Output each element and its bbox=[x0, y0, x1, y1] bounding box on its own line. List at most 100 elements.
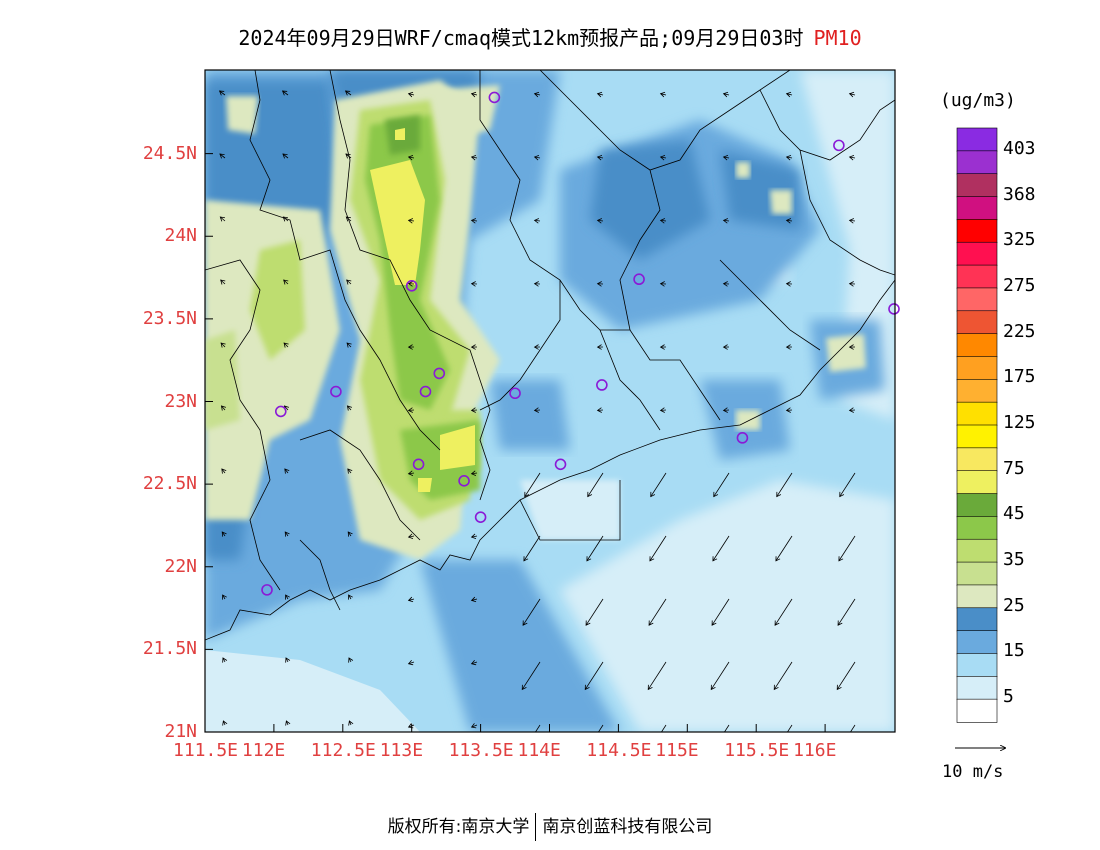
legend-label: 35 bbox=[1003, 549, 1025, 571]
wind-arrow bbox=[848, 281, 856, 287]
wind-arrow bbox=[534, 724, 541, 732]
wind-arrow bbox=[282, 153, 289, 159]
wind-arrow bbox=[222, 720, 228, 726]
legend-label: 15 bbox=[1003, 640, 1025, 662]
wind-arrow bbox=[281, 90, 289, 96]
wind-arrow bbox=[285, 594, 290, 600]
legend-unit: (ug/m3) bbox=[940, 90, 1016, 111]
wind-arrow bbox=[722, 344, 730, 350]
station-marker bbox=[433, 367, 446, 380]
wind-arrow bbox=[837, 598, 856, 626]
legend-label: 25 bbox=[1003, 594, 1025, 616]
wind-arrow bbox=[838, 535, 856, 562]
wind-arrow bbox=[659, 344, 667, 350]
wind-arrow bbox=[407, 533, 415, 540]
wind-arrow bbox=[596, 218, 604, 224]
wind-arrow bbox=[849, 724, 856, 732]
wind-arrow bbox=[711, 598, 730, 626]
wind-arrow bbox=[470, 407, 478, 413]
wind-arrow bbox=[785, 281, 793, 287]
station-marker bbox=[596, 379, 608, 391]
wind-arrow bbox=[407, 470, 415, 476]
color-bar-swatch bbox=[956, 379, 998, 403]
legend-label: 125 bbox=[1003, 412, 1036, 433]
wind-arrow bbox=[222, 594, 227, 600]
station-marker bbox=[474, 511, 487, 523]
wind-arrow bbox=[650, 472, 667, 498]
wind-arrow bbox=[346, 279, 352, 285]
wind-arrow bbox=[407, 281, 415, 287]
color-bar-swatch bbox=[956, 333, 998, 358]
wind-arrow bbox=[533, 344, 541, 350]
color-bar-swatch bbox=[956, 516, 998, 541]
legend-label: 368 bbox=[1003, 183, 1036, 205]
color-bar-swatch bbox=[956, 356, 998, 381]
wind-arrow bbox=[285, 657, 291, 663]
wind-arrow bbox=[848, 218, 856, 224]
wind-arrow bbox=[524, 472, 541, 498]
wind-arrow bbox=[347, 531, 353, 537]
color-bar-swatch bbox=[956, 561, 998, 586]
color-bar-swatch bbox=[956, 630, 998, 655]
wind-arrow bbox=[659, 281, 667, 287]
y-tick-label: 22.5N bbox=[142, 473, 197, 495]
wind-arrow bbox=[346, 342, 352, 348]
wind-arrow bbox=[533, 91, 541, 98]
wind-arrow bbox=[407, 91, 415, 98]
wind-arrow bbox=[648, 598, 667, 626]
wind-arrow bbox=[596, 281, 604, 287]
wind-arrow bbox=[848, 407, 856, 413]
wind-arrow bbox=[407, 155, 415, 161]
wind-arrow bbox=[285, 720, 291, 726]
concentration-field bbox=[205, 70, 895, 732]
wind-arrow bbox=[584, 661, 604, 691]
wind-arrow bbox=[220, 342, 226, 348]
wind-arrow bbox=[220, 279, 226, 285]
wind-arrow bbox=[713, 472, 730, 498]
wind-arrow bbox=[219, 153, 226, 159]
station-marker bbox=[888, 303, 900, 315]
y-tick-label: 23N bbox=[164, 390, 197, 412]
wind-arrow bbox=[283, 279, 289, 285]
wind-arrow bbox=[659, 218, 667, 224]
wind-arrow bbox=[597, 724, 604, 732]
station-marker bbox=[330, 385, 342, 398]
wind-arrow bbox=[522, 598, 541, 626]
wind-arrow bbox=[533, 218, 541, 224]
wind-arrow bbox=[470, 470, 478, 476]
vector-scale-label: 10 m/s bbox=[942, 762, 1004, 782]
wind-arrow bbox=[348, 657, 354, 663]
station-marker bbox=[274, 405, 287, 418]
wind-arrow bbox=[722, 91, 730, 98]
monitoring-stations bbox=[261, 91, 900, 596]
wind-arrow bbox=[659, 407, 667, 413]
y-tick-label: 23.5N bbox=[142, 307, 197, 329]
wind-arrow bbox=[785, 155, 793, 161]
wind-arrow bbox=[836, 661, 856, 691]
color-bar-swatch bbox=[956, 173, 998, 198]
legend-label: 325 bbox=[1003, 229, 1036, 251]
x-tick-label: 113.5E bbox=[448, 740, 514, 761]
x-tick-label: 116E bbox=[793, 740, 837, 761]
x-tick-label: 115.5E bbox=[724, 740, 790, 761]
wind-arrow bbox=[345, 216, 352, 222]
color-bar-swatch bbox=[956, 447, 998, 472]
wind-arrow bbox=[533, 155, 541, 161]
wind-arrow bbox=[723, 724, 730, 732]
y-tick-label: 24.5N bbox=[142, 142, 197, 164]
wind-arrow bbox=[785, 407, 793, 413]
wind-arrow bbox=[585, 598, 604, 626]
wind-arrow bbox=[221, 468, 227, 474]
legend-label: 5 bbox=[1003, 686, 1014, 708]
wind-arrow bbox=[774, 598, 793, 626]
x-tick-label: 111.5E bbox=[173, 740, 239, 761]
boundary-lines bbox=[205, 70, 895, 641]
y-tick-label: 21.5N bbox=[142, 638, 197, 660]
station-marker bbox=[261, 584, 273, 596]
color-bar-swatch bbox=[956, 538, 998, 563]
wind-arrow bbox=[346, 405, 353, 411]
footer-divider bbox=[535, 813, 537, 841]
wind-arrow bbox=[839, 472, 856, 498]
